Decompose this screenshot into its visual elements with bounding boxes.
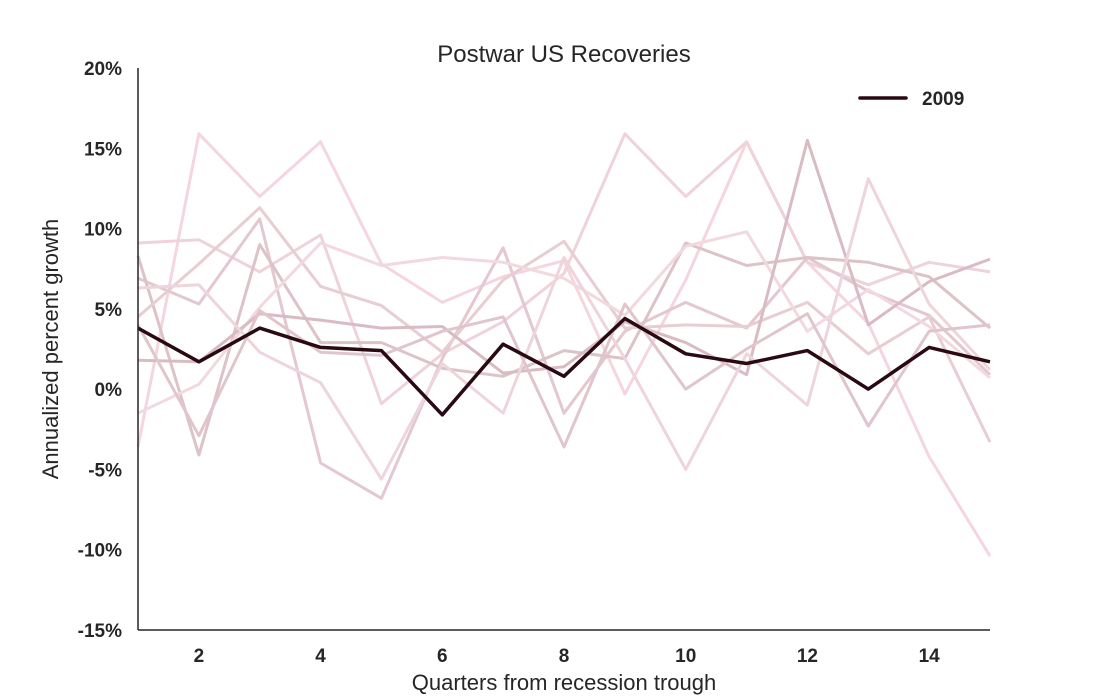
x-tick-label: 6	[437, 646, 448, 667]
series-line-background-7	[137, 138, 991, 377]
legend-label-2009: 2009	[922, 89, 964, 110]
series-line-background-3	[137, 217, 992, 500]
y-tick-label: 0%	[95, 380, 123, 401]
y-tick-label: 20%	[84, 59, 122, 80]
series-line-background-2	[137, 132, 991, 406]
x-tick-label: 10	[675, 646, 696, 667]
series-line-background-6	[137, 230, 991, 415]
x-tick-label: 8	[559, 646, 570, 667]
series-line-background-8	[137, 177, 992, 481]
y-tick-label: 15%	[84, 139, 122, 160]
y-tick-label: 5%	[95, 300, 123, 321]
series-line-background-9	[136, 302, 991, 449]
y-tick-label: 10%	[84, 220, 122, 241]
x-axis-label: Quarters from recession trough	[412, 670, 716, 695]
x-tick-label: 14	[919, 646, 941, 667]
series-layer	[136, 132, 992, 557]
x-axis-ticks: 2 4 6 8 10 12 14	[194, 646, 941, 667]
y-axis-label: Annualized percent growth	[38, 219, 63, 480]
y-tick-label: -5%	[88, 460, 122, 481]
series-line-2009	[137, 316, 991, 417]
legend: 2009	[858, 89, 964, 110]
x-tick-label: 12	[797, 646, 818, 667]
y-axis-ticks: -15% -10% -5% 0% 5% 10% 15% 20%	[78, 59, 122, 642]
chart-title: Postwar US Recoveries	[437, 41, 690, 68]
x-tick-label: 4	[315, 646, 326, 667]
series-line-background-5	[137, 206, 992, 443]
y-tick-label: -10%	[78, 541, 122, 562]
x-tick-label: 2	[194, 646, 205, 667]
y-tick-label: -15%	[78, 621, 122, 642]
